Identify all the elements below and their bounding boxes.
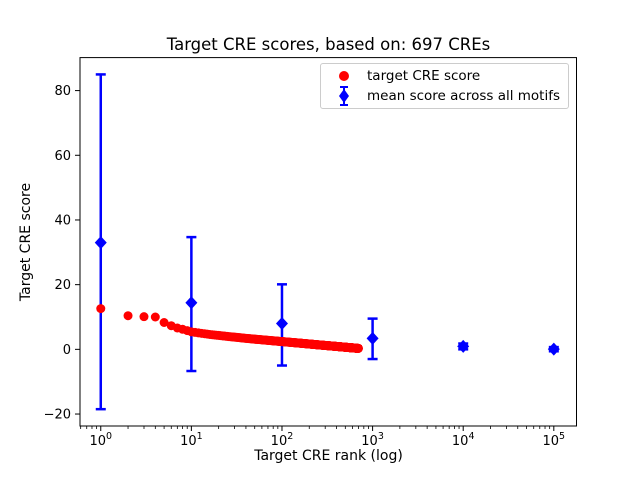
x-tick-label: 104: [452, 431, 475, 449]
legend-entry-mean-score: mean score across all motifs: [321, 86, 562, 106]
legend-marker-cell: [321, 85, 367, 107]
mean-score-diamond: [185, 296, 198, 310]
mean-score-diamond: [275, 316, 288, 330]
y-tick-label: −20: [44, 408, 71, 423]
target-score-point: [96, 304, 106, 314]
chart-title: Target CRE scores, based on: 697 CREs: [166, 35, 491, 54]
x-tick-label: 103: [361, 431, 384, 449]
target-score-point: [123, 311, 133, 321]
mean-score-diamond: [457, 339, 470, 353]
legend-label: mean score across all motifs: [367, 88, 561, 104]
mean-score-diamond: [366, 331, 379, 345]
y-tick-label: 0: [63, 343, 71, 358]
mean-score-diamond: [94, 236, 107, 250]
x-axis-label: Target CRE rank (log): [254, 448, 403, 464]
legend-label: target CRE score: [367, 68, 481, 84]
axes-spines: [79, 57, 577, 427]
legend-box: target CRE score mean score across all m…: [320, 63, 569, 109]
y-tick-label: 40: [54, 213, 71, 228]
target-score-point: [139, 312, 149, 322]
legend-glyph-part: [339, 89, 349, 103]
target-score-circle-icon: [339, 71, 349, 81]
x-tick-label: 101: [180, 431, 203, 449]
target-score-point: [353, 343, 363, 353]
y-tick-label: 80: [54, 84, 71, 99]
target-score-point: [150, 312, 160, 322]
x-tick-label: 105: [543, 431, 566, 449]
legend-entry-target-score: target CRE score: [321, 66, 562, 86]
mean-score-diamond: [547, 342, 560, 356]
y-tick-label: 60: [54, 149, 71, 164]
x-tick-label: 100: [89, 431, 112, 449]
target-score-point: [159, 317, 169, 327]
x-tick-label: 102: [271, 431, 294, 449]
y-tick-label: 20: [54, 278, 71, 293]
legend-marker-cell: [321, 71, 367, 81]
mean-score-diamond-errorbar-icon: [339, 86, 349, 106]
